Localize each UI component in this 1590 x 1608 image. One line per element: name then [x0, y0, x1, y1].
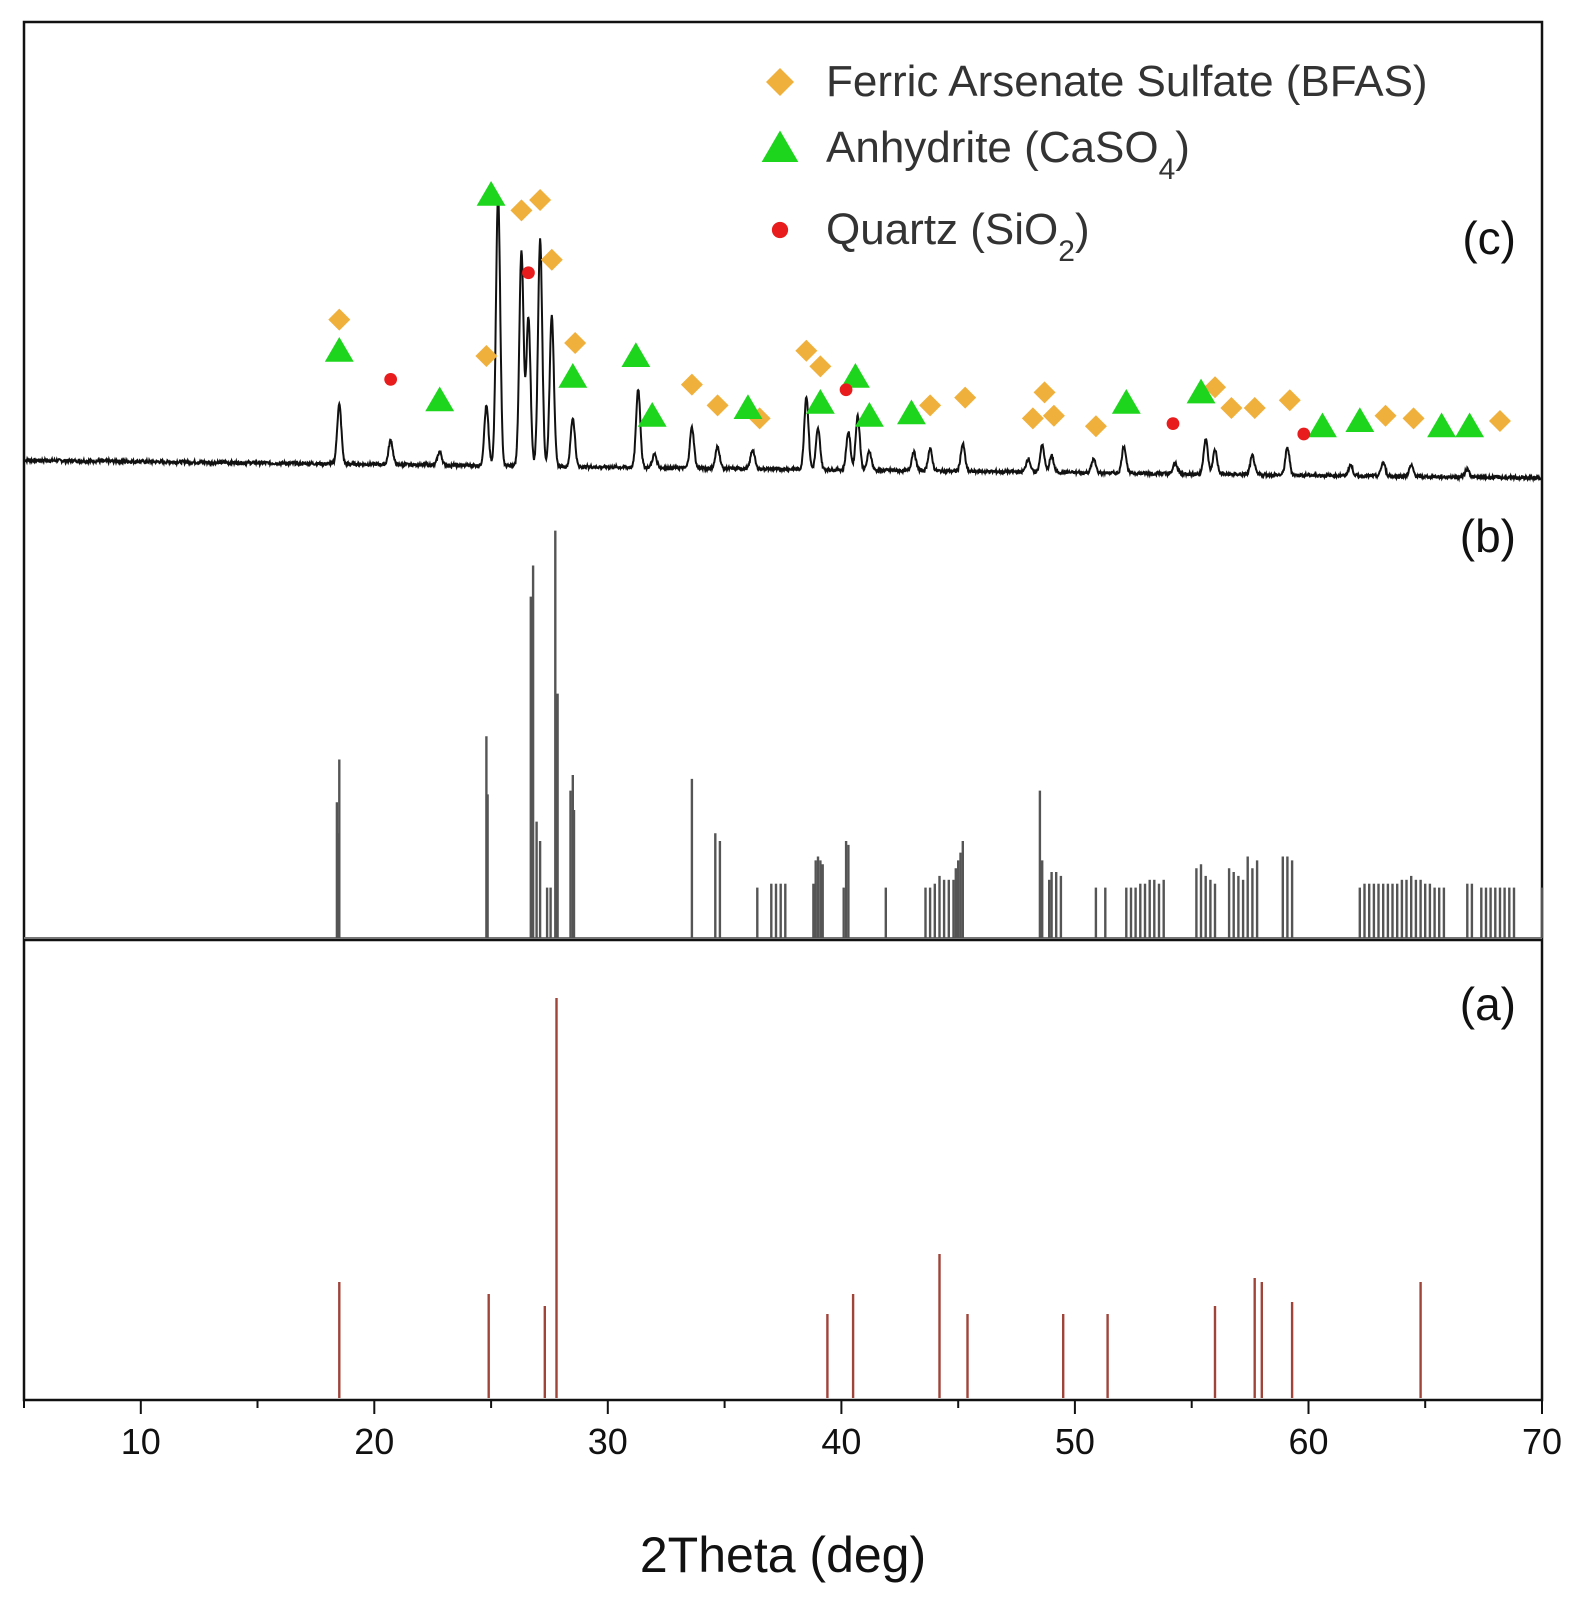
- panel-c-pattern: [23, 196, 1543, 483]
- quartz-marker: [1297, 427, 1311, 441]
- anhydrite-marker: [854, 402, 884, 427]
- quartz-marker: [522, 266, 535, 280]
- anhydrite-marker: [558, 363, 588, 388]
- anhydrite-marker: [840, 363, 870, 388]
- legend-quartz-label: Quartz (SiO2): [826, 205, 1090, 268]
- anhydrite-marker: [1186, 378, 1216, 404]
- xrd-pattern-line: [23, 196, 1543, 483]
- bfas-marker: [954, 386, 977, 409]
- anhydrite-marker: [324, 337, 354, 362]
- legend: Ferric Arsenate Sulfate (BFAS) Anhydrite …: [761, 57, 1428, 268]
- bfas-marker: [1204, 376, 1227, 399]
- bfas-marker: [328, 308, 351, 331]
- legend-quartz-marker: [771, 221, 789, 239]
- anhydrite-marker: [637, 402, 667, 427]
- anhydrite-marker: [1308, 412, 1337, 438]
- bfas-marker: [1374, 404, 1397, 427]
- bfas-marker: [475, 345, 498, 367]
- x-tick-label: 50: [1055, 1421, 1095, 1462]
- anhydrite-marker: [1427, 412, 1457, 438]
- x-axis-title: 2Theta (deg): [640, 1527, 926, 1583]
- x-tick-label: 30: [588, 1421, 628, 1462]
- bfas-marker: [529, 189, 552, 211]
- quartz-marker: [384, 373, 398, 386]
- bfas-marker: [706, 394, 729, 417]
- panel-label-b: (b): [1460, 510, 1516, 562]
- bfas-marker: [1402, 407, 1425, 430]
- bfas-marker: [919, 394, 942, 417]
- bfas-marker: [510, 199, 533, 222]
- anhydrite-marker: [476, 181, 506, 206]
- legend-anhydrite-marker: [761, 130, 799, 162]
- panel-a-reference-lines: [338, 998, 1422, 1398]
- bfas-marker: [1033, 381, 1056, 404]
- x-tick-label: 20: [354, 1421, 394, 1462]
- legend-bfas-label: Ferric Arsenate Sulfate (BFAS): [826, 57, 1428, 106]
- bfas-marker: [1278, 389, 1301, 412]
- anhydrite-marker: [1345, 407, 1375, 432]
- bfas-marker: [809, 355, 832, 378]
- bfas-marker: [1084, 415, 1107, 438]
- phase-markers: [324, 181, 1511, 441]
- bfas-marker: [680, 373, 703, 396]
- anhydrite-marker: [733, 394, 763, 419]
- quartz-marker: [1166, 417, 1180, 430]
- anhydrite-marker: [425, 386, 455, 412]
- legend-bfas-marker: [766, 68, 794, 96]
- panel-b-reference-lines: [24, 530, 1544, 939]
- bfas-marker: [1042, 404, 1065, 427]
- bfas-marker: [795, 339, 818, 362]
- legend-anhydrite-label: Anhydrite (CaSO4): [826, 123, 1190, 186]
- anhydrite-marker: [1455, 412, 1485, 438]
- anhydrite-marker: [1111, 389, 1141, 414]
- bfas-marker: [1243, 397, 1266, 419]
- bfas-marker: [1488, 410, 1511, 432]
- panel-label-c: (c): [1462, 212, 1516, 264]
- bfas-marker: [540, 248, 563, 271]
- anhydrite-marker: [621, 342, 651, 367]
- panel-label-a: (a): [1460, 978, 1516, 1030]
- x-axis: 10 20 30 40 50 60 70: [23, 1400, 1562, 1462]
- bfas-marker: [1021, 407, 1044, 430]
- x-tick-label: 40: [821, 1421, 861, 1462]
- anhydrite-marker: [897, 399, 926, 425]
- x-tick-label: 60: [1288, 1421, 1328, 1462]
- x-tick-label: 70: [1522, 1421, 1562, 1462]
- bfas-marker: [1220, 397, 1243, 419]
- quartz-marker: [839, 383, 853, 397]
- bfas-marker: [564, 332, 587, 354]
- anhydrite-marker: [805, 389, 835, 414]
- plot-frame: [22, 20, 1544, 1402]
- x-tick-label: 10: [121, 1421, 161, 1462]
